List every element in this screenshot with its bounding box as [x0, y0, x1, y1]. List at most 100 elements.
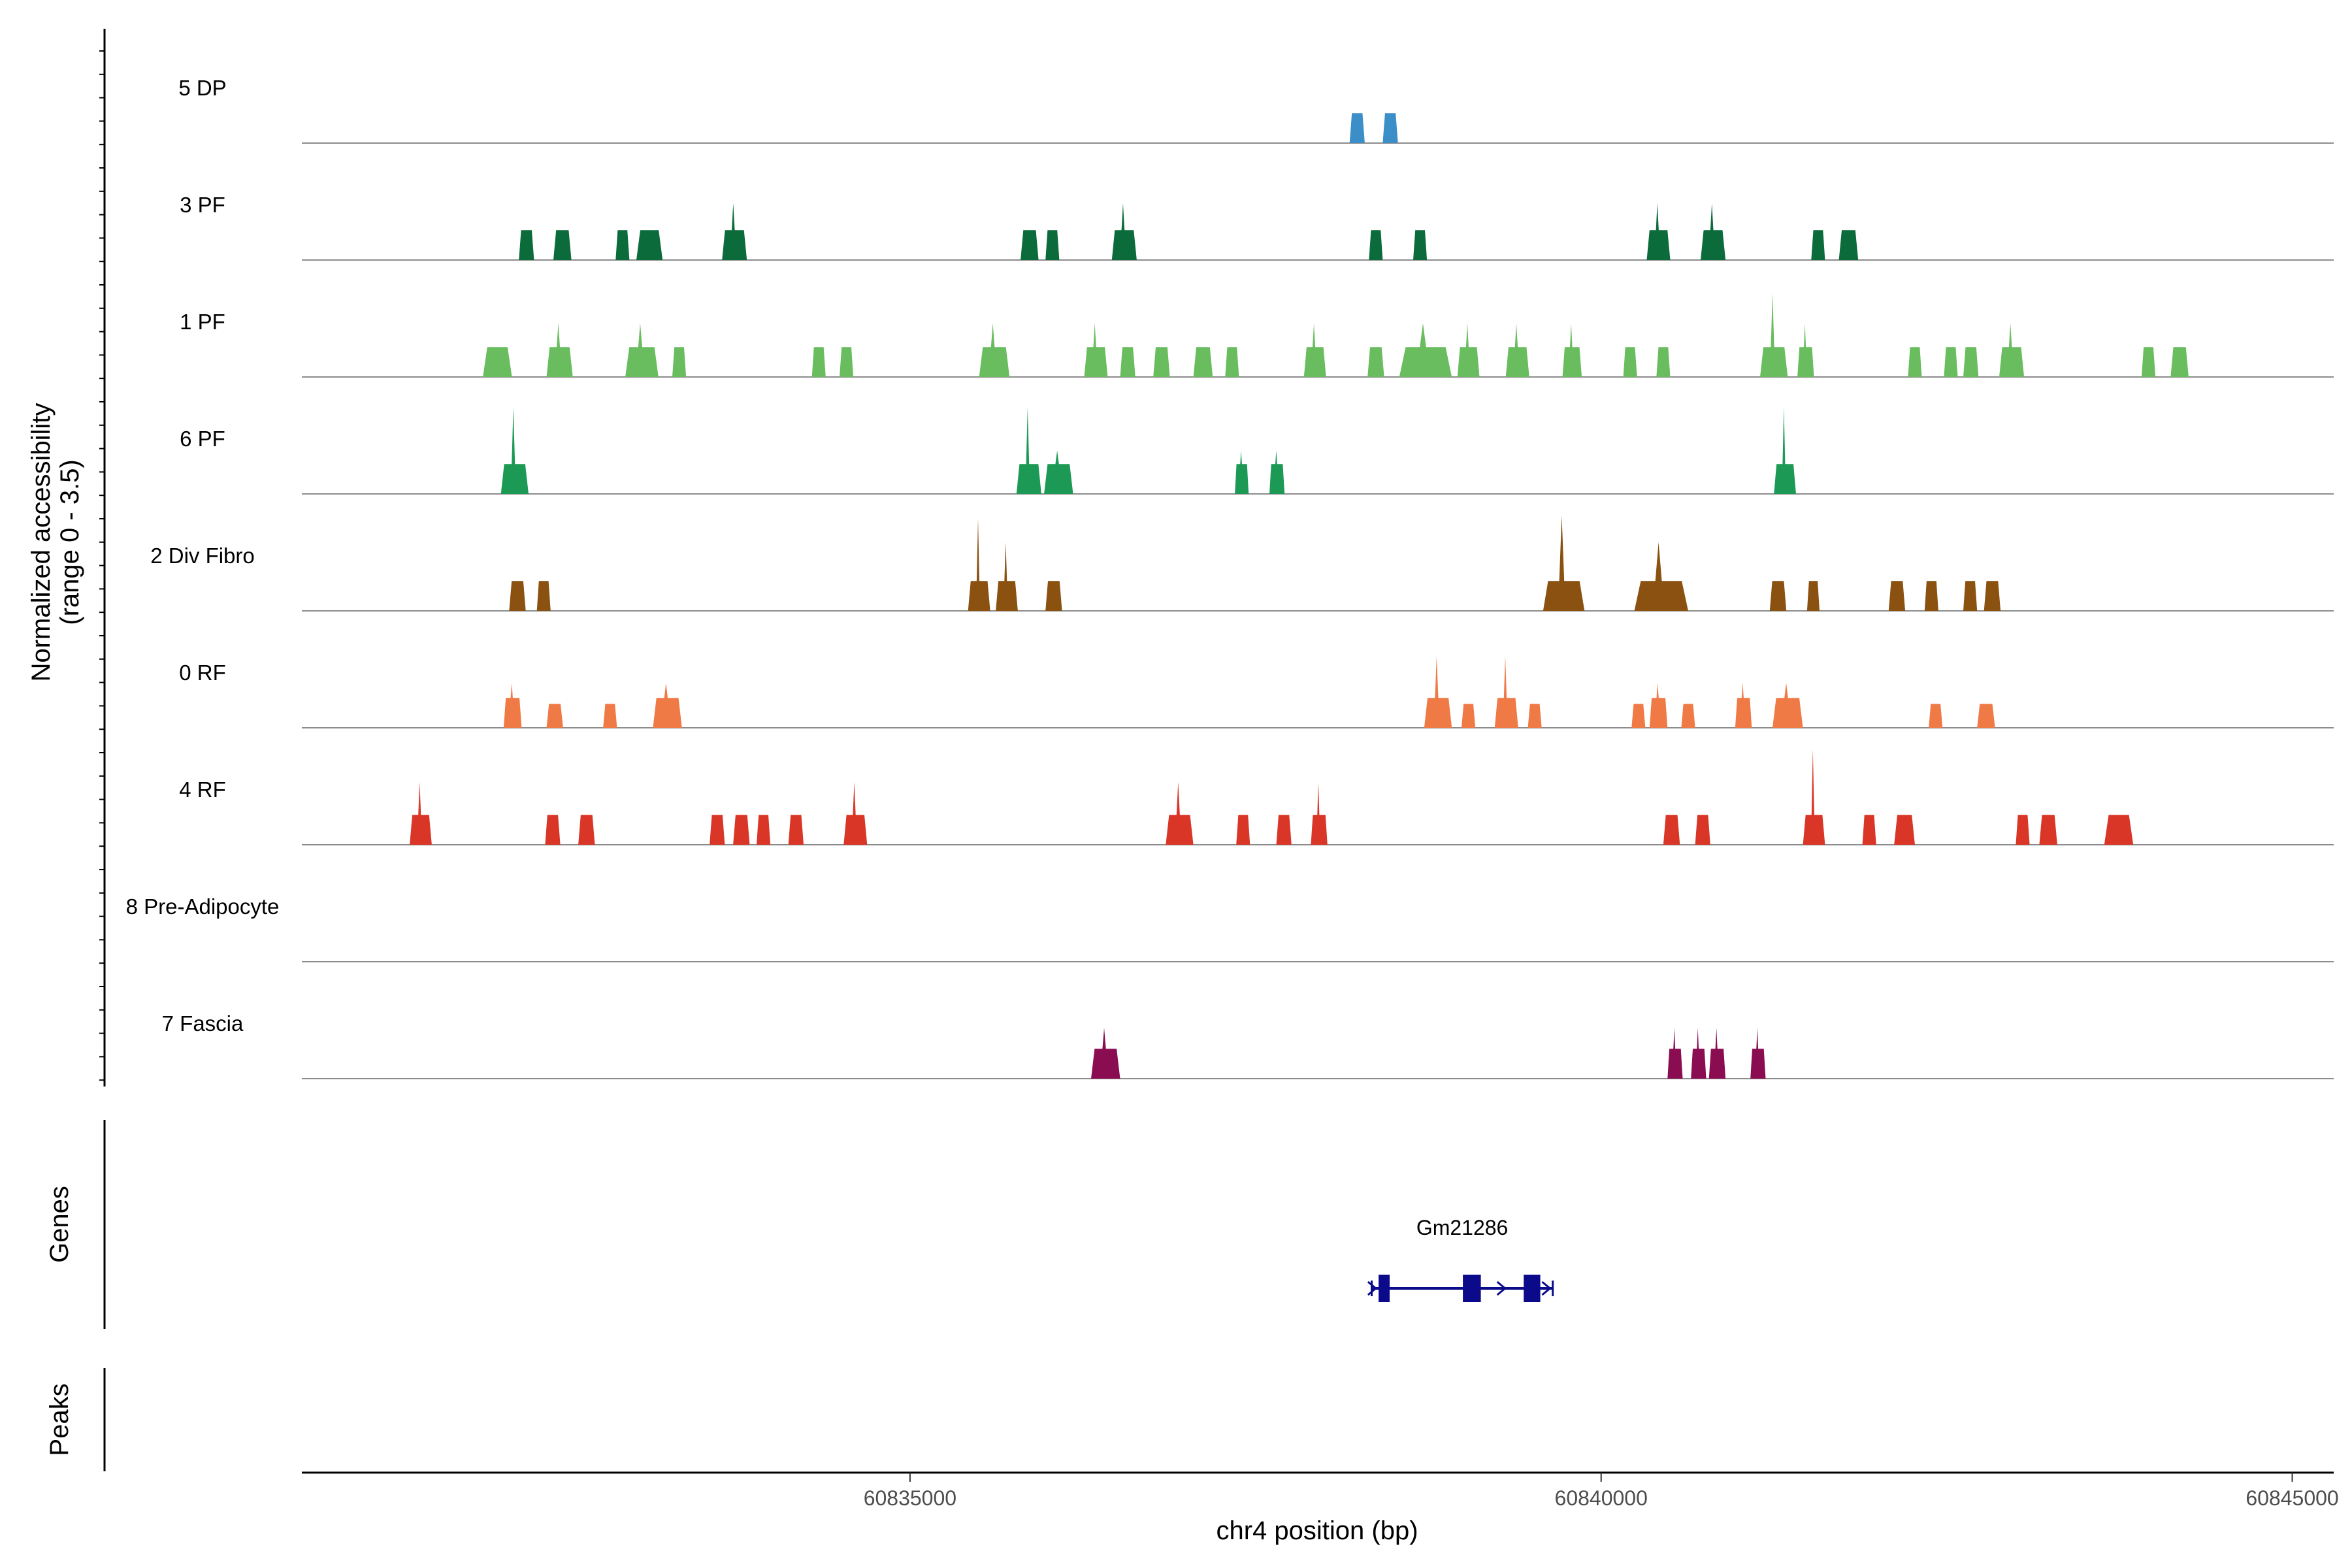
coverage-peak	[1269, 450, 1285, 494]
coverage-tracks: 5 DP 3 PF 1 PF 6 PF 2 Div Fibro 0 RF 4 RF 8 Pre…	[126, 76, 2334, 1079]
coverage-peak	[578, 815, 595, 845]
coverage-peak	[1462, 704, 1476, 728]
coverage-peak	[1695, 815, 1710, 845]
coverage-peak	[1963, 347, 1979, 377]
coverage-peak	[1984, 581, 2001, 611]
y-axis-title-line2: (range 0 - 3.5)	[56, 459, 84, 625]
coverage-peak	[1457, 323, 1480, 377]
coverage-peak	[1153, 347, 1170, 377]
track-5-dp: 5 DP	[178, 76, 2334, 144]
coverage-peak	[2170, 347, 2189, 377]
coverage-peak	[1649, 683, 1668, 728]
track-7-fascia: 7 Fascia	[162, 1011, 2334, 1079]
coverage-peak	[1908, 347, 1922, 377]
genes-panel-label: Genes	[45, 1186, 74, 1263]
coverage-peak	[1862, 815, 1876, 845]
coverage-peak	[1505, 323, 1529, 377]
coverage-peak	[625, 323, 659, 377]
coverage-peak	[1193, 347, 1213, 377]
coverage-peak	[1543, 515, 1585, 611]
coverage-peak	[1311, 782, 1328, 845]
coverage-peak	[1838, 230, 1859, 260]
gene-annotation-track: Gm21286	[1367, 1216, 1554, 1302]
coverage-peak	[1120, 347, 1135, 377]
coverage-peak	[1045, 230, 1060, 260]
track-label: 3 PF	[180, 193, 225, 217]
coverage-peak	[1774, 407, 1796, 494]
strand-arrow	[1367, 1281, 1378, 1296]
coverage-peak	[1667, 1028, 1683, 1079]
track-2-div-fibro: 2 Div Fibro	[150, 515, 2334, 612]
coverage-peak	[1769, 581, 1787, 611]
coverage-peak	[500, 407, 529, 494]
coverage-peak	[1021, 230, 1039, 260]
coverage-peak	[1527, 704, 1542, 728]
coverage-peak	[536, 581, 551, 611]
coverage-peak	[1663, 815, 1680, 845]
coverage-peak	[1894, 815, 1915, 845]
gene-exon	[1463, 1275, 1481, 1302]
coverage-peak	[483, 347, 512, 377]
coverage-peak	[968, 518, 990, 611]
coverage-peak	[1631, 704, 1646, 728]
track-label: 5 DP	[178, 76, 226, 100]
coverage-peak	[2104, 815, 2134, 845]
track-label: 0 RF	[179, 661, 226, 685]
track-label: 2 Div Fibro	[150, 544, 255, 568]
track-6-pf: 6 PF	[180, 407, 2334, 495]
coverage-peak	[722, 203, 747, 260]
coverage-peak	[1369, 230, 1383, 260]
coverage-peak	[1681, 704, 1695, 728]
coverage-peak	[1806, 581, 1820, 611]
coverage-peak	[1016, 407, 1041, 494]
coverage-peak	[509, 581, 526, 611]
coverage-peak	[545, 815, 561, 845]
track-label: 7 Fascia	[162, 1011, 244, 1036]
coverage-peak	[1044, 450, 1073, 494]
coverage-peak	[2141, 347, 2156, 377]
coverage-peak	[788, 815, 804, 845]
coverage-peak	[843, 782, 868, 845]
coverage-peak	[733, 815, 750, 845]
coverage-peak	[1623, 347, 1637, 377]
y-axis-title-line1: Normalized accessibility	[27, 403, 56, 682]
coverage-peak	[1760, 293, 1788, 377]
track-8-pre-adipocyte: 8 Pre-Adipocyte	[126, 894, 2334, 962]
coverage-peak	[1494, 656, 1518, 728]
coverage-peak	[1701, 203, 1726, 260]
coverage-peak	[1999, 323, 2025, 377]
x-axis-ticks: 60835000 60840000 60845000	[864, 1473, 2339, 1510]
x-tick-label: 60840000	[1555, 1486, 1648, 1510]
coverage-peak	[410, 782, 432, 845]
coverage-peak	[1977, 704, 1995, 728]
gene-exon	[1524, 1275, 1541, 1302]
coverage-peak	[1634, 542, 1688, 611]
coverage-peak	[1708, 1028, 1726, 1079]
coverage-peak	[1691, 1028, 1707, 1079]
coverage-peak	[1656, 347, 1671, 377]
gene-exon	[1379, 1275, 1390, 1302]
left-axis-group	[99, 29, 106, 1086]
coverage-peak	[1646, 203, 1671, 260]
coverage-peak	[996, 542, 1018, 611]
coverage-peak	[546, 323, 573, 377]
coverage-peak	[1413, 230, 1428, 260]
track-label: 6 PF	[180, 427, 225, 451]
strand-arrow	[1496, 1281, 1507, 1296]
coverage-peak	[1166, 782, 1194, 845]
coverage-peak	[1424, 656, 1452, 728]
coverage-peak	[1349, 113, 1365, 143]
coverage-peak	[503, 683, 522, 728]
coverage-peak	[1303, 323, 1326, 377]
track-4-rf: 4 RF	[179, 749, 2334, 845]
coverage-peak	[1045, 581, 1062, 611]
track-label: 4 RF	[179, 777, 226, 802]
coverage-peak	[519, 230, 534, 260]
coverage-peak	[1111, 203, 1137, 260]
coverage-peak	[1750, 1028, 1766, 1079]
coverage-peak	[1944, 347, 1958, 377]
coverage-peak	[2016, 815, 2030, 845]
coverage-peak	[1399, 323, 1452, 377]
coverage-peak	[1382, 113, 1398, 143]
